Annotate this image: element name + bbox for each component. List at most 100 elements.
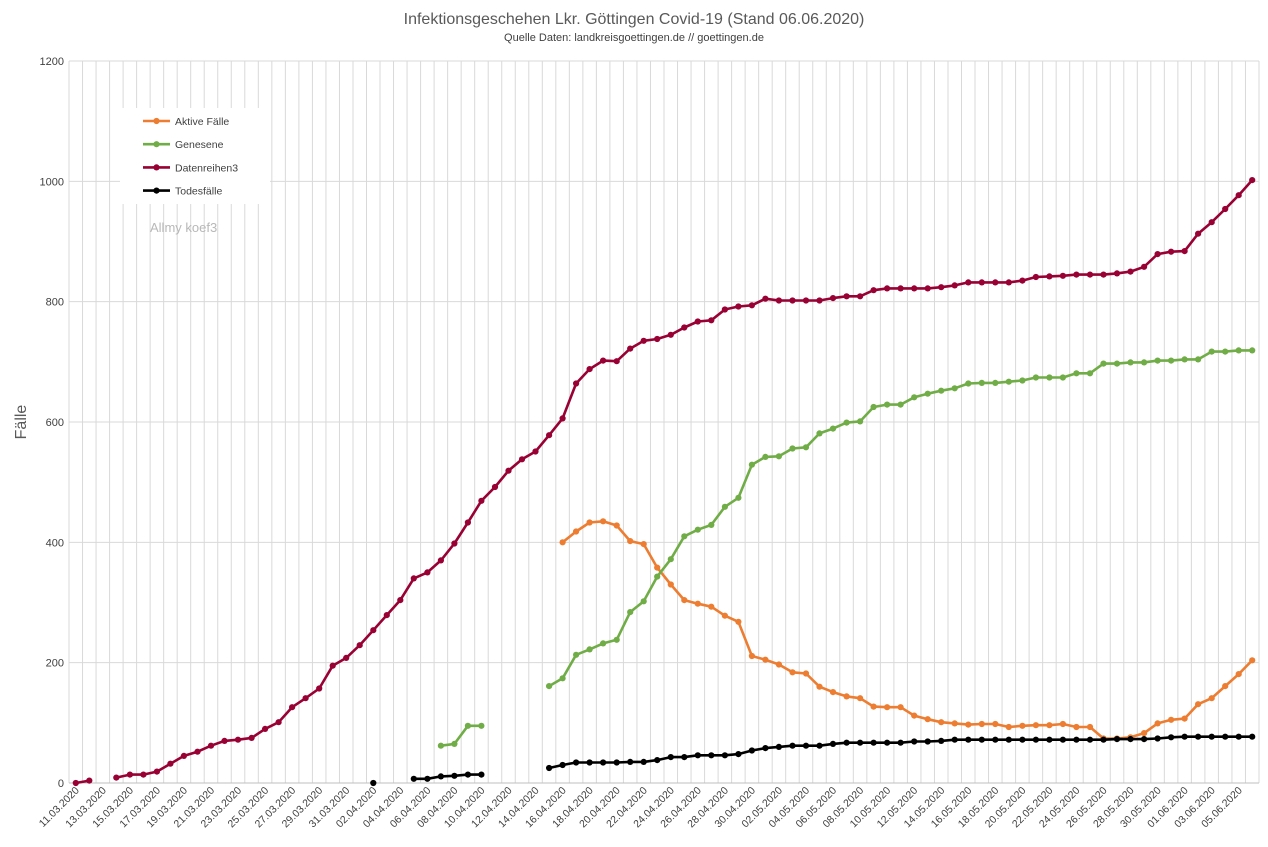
data-point — [1127, 359, 1134, 366]
series-1 — [437, 347, 1256, 749]
y-tick-label: 1000 — [40, 176, 64, 188]
data-point — [505, 467, 512, 474]
data-point — [1208, 695, 1215, 702]
data-point — [681, 597, 688, 604]
data-point — [113, 774, 120, 781]
data-point — [1154, 357, 1161, 364]
data-point — [897, 704, 904, 711]
data-point — [694, 318, 701, 325]
data-point — [857, 739, 864, 746]
data-point — [978, 379, 985, 386]
data-point — [938, 737, 945, 745]
data-point — [464, 771, 471, 778]
data-point — [1235, 347, 1242, 354]
data-point — [1208, 348, 1215, 355]
data-point — [1019, 722, 1026, 729]
data-point — [410, 575, 417, 582]
data-point — [126, 771, 133, 778]
data-point — [491, 483, 499, 491]
data-point — [1222, 733, 1229, 740]
data-point — [613, 759, 620, 766]
legend-label: Genesene — [175, 139, 224, 151]
data-point — [789, 742, 796, 749]
legend-label: Datenreihen3 — [175, 162, 238, 174]
data-point — [1032, 273, 1039, 281]
data-point — [884, 704, 891, 711]
data-point — [194, 748, 201, 755]
data-point — [789, 445, 796, 452]
data-point — [762, 745, 769, 752]
data-point — [640, 541, 647, 548]
data-point — [775, 297, 783, 304]
legend-items: Aktive Fälle Genesene Datenreihen3 Todesfäl… — [143, 116, 238, 198]
data-point — [802, 297, 810, 304]
data-point — [965, 380, 972, 387]
data-point — [992, 279, 999, 286]
data-point — [762, 656, 769, 663]
data-point — [546, 764, 553, 772]
data-point — [437, 742, 444, 749]
data-point — [640, 337, 647, 344]
data-point — [735, 303, 742, 310]
data-point — [1032, 736, 1039, 743]
data-point — [1195, 701, 1202, 708]
data-point — [829, 689, 837, 696]
data-point — [1100, 271, 1107, 278]
data-point — [573, 380, 580, 387]
data-point — [207, 742, 215, 749]
data-point — [924, 716, 931, 723]
data-point — [721, 752, 729, 759]
data-point — [816, 297, 823, 304]
legend: Aktive Fälle Genesene Datenreihen3 Todesfäl… — [120, 108, 270, 235]
data-point — [1046, 374, 1053, 381]
legend-label: Aktive Fälle — [175, 116, 229, 128]
data-point — [884, 401, 891, 408]
data-point — [86, 777, 93, 784]
data-point — [302, 695, 309, 702]
data-point — [951, 282, 958, 289]
data-point — [978, 736, 985, 743]
data-point — [613, 636, 620, 643]
data-point — [938, 719, 945, 726]
data-point — [681, 533, 688, 540]
data-point — [735, 751, 742, 758]
data-point — [600, 640, 607, 647]
data-point — [275, 719, 282, 726]
data-point — [897, 739, 904, 746]
data-point — [573, 759, 580, 766]
data-point — [1005, 378, 1012, 385]
data-point — [410, 775, 417, 782]
data-point — [951, 720, 958, 727]
series-line — [116, 179, 1254, 779]
data-point — [1086, 271, 1094, 278]
data-point — [911, 285, 918, 292]
y-tick-label: 0 — [58, 778, 64, 790]
data-point — [383, 612, 390, 619]
data-point — [1222, 348, 1229, 355]
y-tick-label: 1200 — [40, 56, 64, 68]
legend-label: Todesfälle — [175, 186, 222, 198]
data-point — [884, 739, 891, 746]
data-point — [424, 775, 431, 782]
data-point — [72, 779, 79, 787]
data-point — [992, 720, 999, 728]
data-point — [1154, 251, 1161, 258]
data-point — [262, 725, 269, 733]
data-point — [627, 345, 634, 352]
data-point — [924, 390, 931, 397]
data-point — [911, 394, 918, 401]
series-line — [561, 519, 1254, 740]
data-point — [559, 761, 566, 769]
data-point — [586, 366, 593, 373]
data-point — [816, 683, 823, 690]
data-point — [640, 758, 647, 766]
y-axis-label: Fälle — [13, 405, 30, 440]
data-point — [857, 695, 864, 702]
data-point — [694, 600, 701, 607]
data-point — [708, 317, 715, 324]
data-point — [1154, 720, 1161, 727]
data-point — [911, 712, 918, 719]
data-point — [559, 675, 566, 682]
